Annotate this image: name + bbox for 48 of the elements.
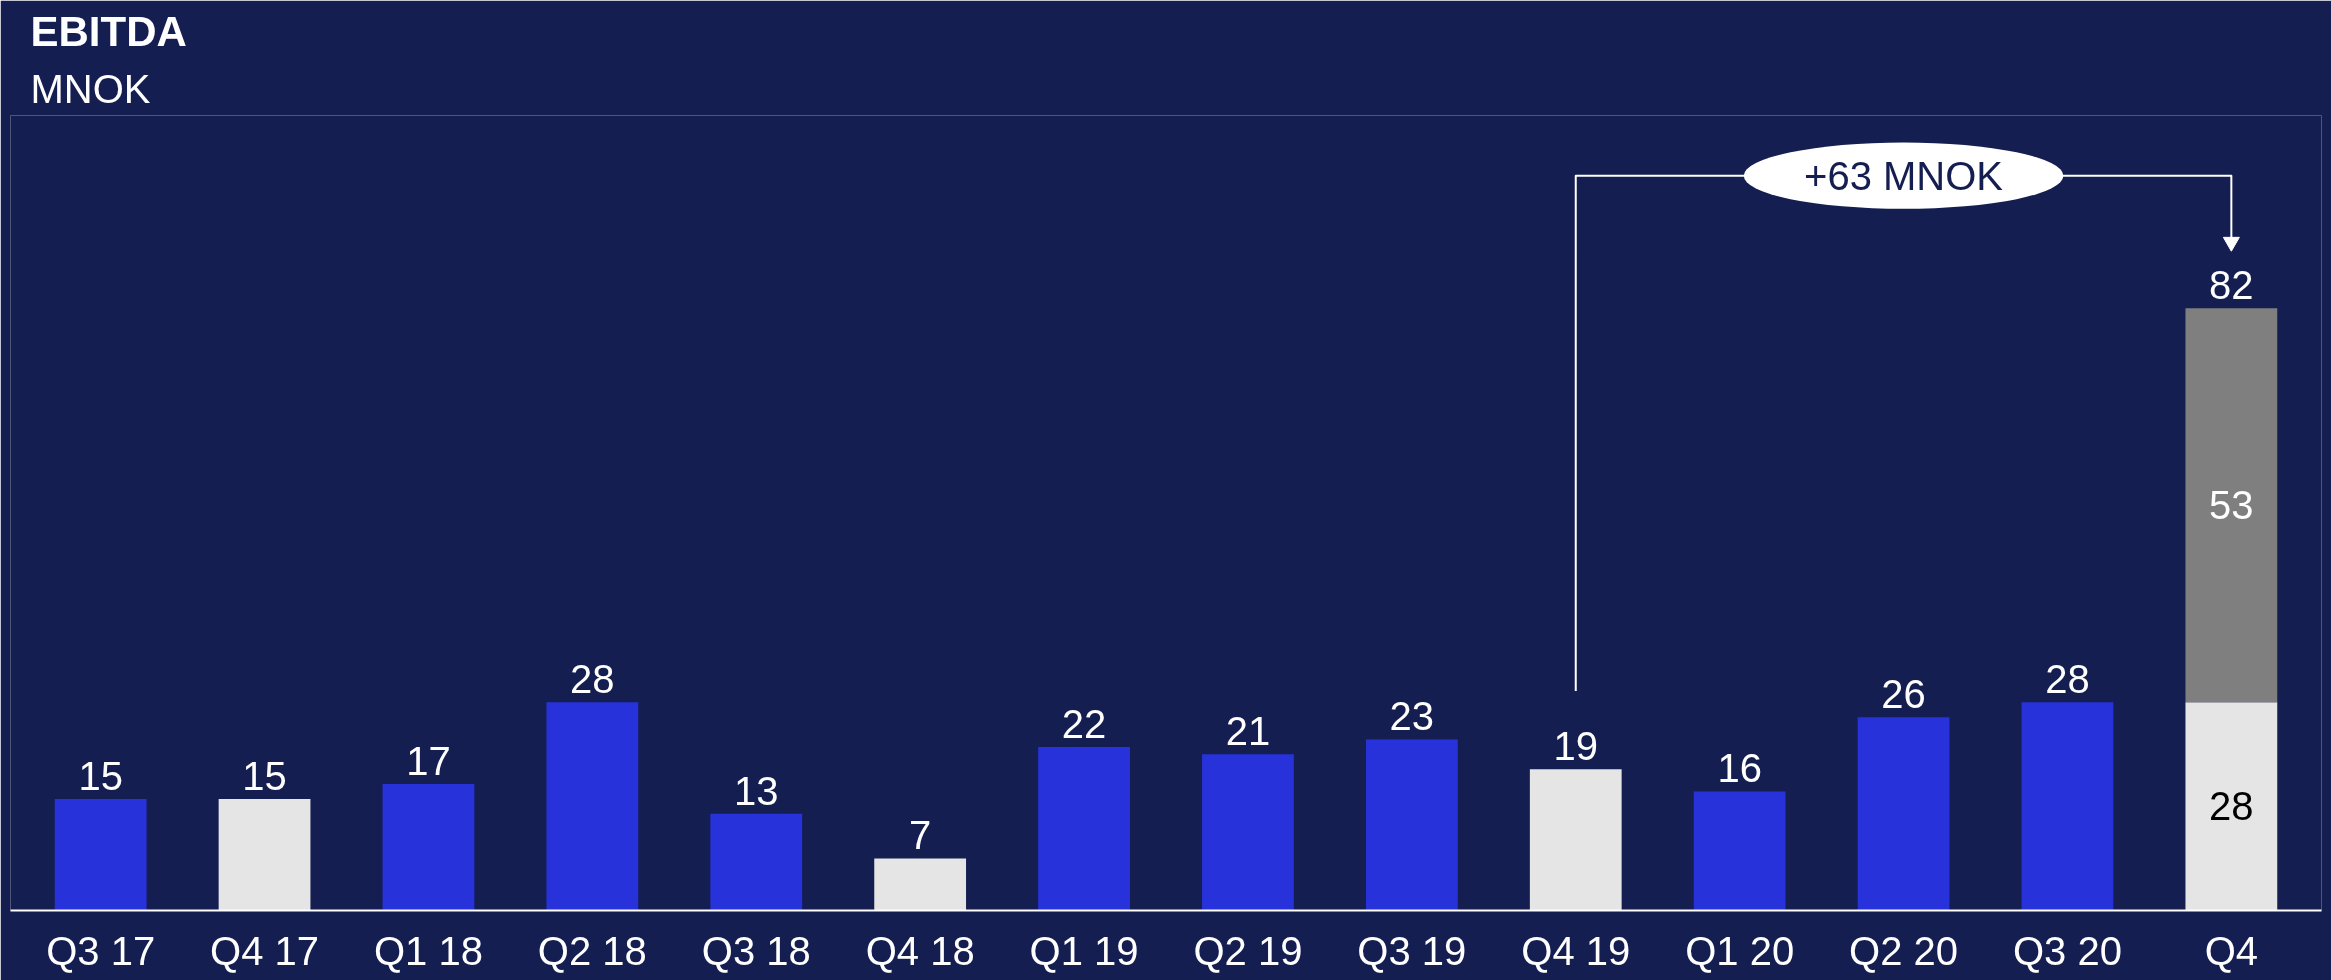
bar bbox=[2021, 702, 2114, 911]
data-label: 26 bbox=[1881, 672, 1926, 717]
data-label: 17 bbox=[406, 739, 451, 784]
x-tick-label: Q2 20 bbox=[1849, 928, 1959, 973]
bar bbox=[1857, 717, 1950, 911]
x-tick-label: Q3 19 bbox=[1357, 928, 1467, 973]
x-tick-label: Q1 20 bbox=[1685, 928, 1795, 973]
data-label: 15 bbox=[242, 753, 287, 798]
x-tick-label: Q3 17 bbox=[46, 928, 156, 973]
data-label: 28 bbox=[570, 657, 615, 702]
x-tick-label: Q4 17 bbox=[210, 928, 320, 973]
chart-title: EBITDA bbox=[30, 7, 187, 55]
data-label: 15 bbox=[78, 753, 123, 798]
bar bbox=[1529, 769, 1622, 911]
bar bbox=[382, 784, 475, 911]
bar bbox=[2185, 308, 2278, 703]
x-tick-label: Q4 19 bbox=[1521, 928, 1631, 973]
data-label: 53 bbox=[2209, 483, 2254, 528]
bar bbox=[54, 798, 147, 911]
bar bbox=[1202, 754, 1294, 911]
data-label: 16 bbox=[1717, 746, 1762, 791]
bar bbox=[218, 798, 311, 911]
data-label: 22 bbox=[1061, 701, 1107, 746]
bar bbox=[1365, 739, 1458, 911]
x-tick-label: Q1 19 bbox=[1029, 928, 1139, 973]
bar bbox=[710, 813, 803, 911]
bar bbox=[546, 702, 639, 911]
data-label: 28 bbox=[2209, 784, 2254, 829]
bar bbox=[1038, 746, 1130, 911]
x-tick-label: Q2 18 bbox=[537, 928, 647, 973]
data-label: 19 bbox=[1553, 724, 1599, 769]
data-label: 7 bbox=[909, 813, 932, 858]
total-label: 82 bbox=[2209, 263, 2254, 308]
x-tick-label: Q4 18 bbox=[865, 928, 975, 973]
bar bbox=[874, 858, 967, 911]
bar bbox=[1693, 791, 1786, 911]
chart-subtitle: MNOK bbox=[30, 66, 151, 111]
x-tick-label: Q2 19 bbox=[1193, 928, 1303, 973]
data-label: 21 bbox=[1225, 709, 1271, 754]
x-tick-label: Q3 18 bbox=[701, 928, 811, 973]
x-tick-label: Q1 18 bbox=[373, 928, 483, 973]
x-tick-label: Q4 bbox=[2204, 928, 2259, 973]
data-label: 28 bbox=[2045, 657, 2090, 702]
x-tick-label: Q3 20 bbox=[2012, 928, 2122, 973]
data-label: 23 bbox=[1389, 694, 1435, 739]
data-label: 13 bbox=[734, 768, 779, 813]
bar bbox=[2185, 702, 2278, 911]
text: +63 MNOK bbox=[1804, 153, 2004, 198]
